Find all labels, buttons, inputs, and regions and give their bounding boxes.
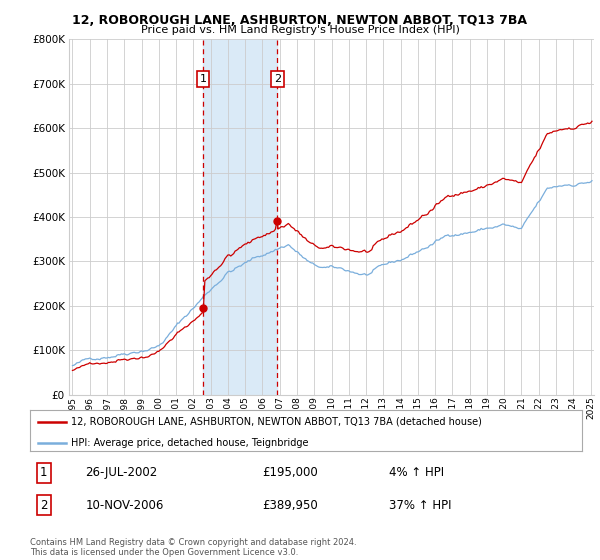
Text: Contains HM Land Registry data © Crown copyright and database right 2024.
This d: Contains HM Land Registry data © Crown c… <box>30 538 356 557</box>
Text: 1: 1 <box>40 466 47 479</box>
Text: 12, ROBOROUGH LANE, ASHBURTON, NEWTON ABBOT, TQ13 7BA (detached house): 12, ROBOROUGH LANE, ASHBURTON, NEWTON AB… <box>71 417 482 427</box>
Text: HPI: Average price, detached house, Teignbridge: HPI: Average price, detached house, Teig… <box>71 438 309 448</box>
Text: 2: 2 <box>40 498 47 512</box>
Text: 26-JUL-2002: 26-JUL-2002 <box>85 466 157 479</box>
Text: 12, ROBOROUGH LANE, ASHBURTON, NEWTON ABBOT, TQ13 7BA: 12, ROBOROUGH LANE, ASHBURTON, NEWTON AB… <box>73 14 527 27</box>
Text: £195,000: £195,000 <box>262 466 317 479</box>
Text: 10-NOV-2006: 10-NOV-2006 <box>85 498 164 512</box>
Text: 37% ↑ HPI: 37% ↑ HPI <box>389 498 451 512</box>
Text: 1: 1 <box>200 74 206 84</box>
Text: Price paid vs. HM Land Registry's House Price Index (HPI): Price paid vs. HM Land Registry's House … <box>140 25 460 35</box>
Text: £389,950: £389,950 <box>262 498 317 512</box>
Text: 2: 2 <box>274 74 281 84</box>
Bar <box>203 39 277 395</box>
Text: 4% ↑ HPI: 4% ↑ HPI <box>389 466 444 479</box>
